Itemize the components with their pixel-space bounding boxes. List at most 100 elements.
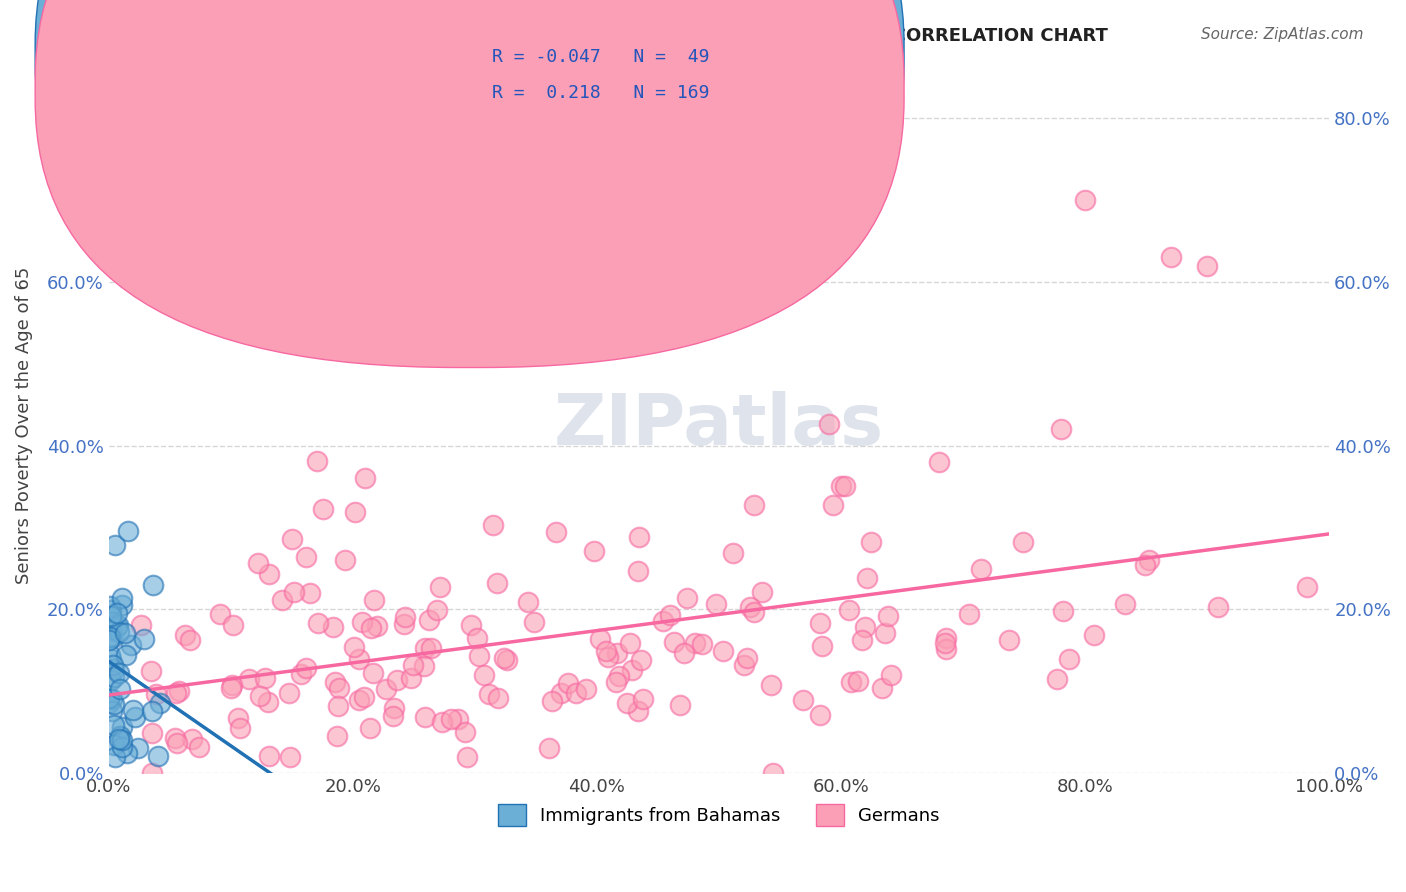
Text: IMMIGRANTS FROM BAHAMAS VS GERMAN SENIORS POVERTY OVER THE AGE OF 65 CORRELATION: IMMIGRANTS FROM BAHAMAS VS GERMAN SENIOR…	[42, 27, 1108, 45]
Point	[108, 729, 131, 743]
Point	[823, 498, 845, 512]
Point	[100, 608, 122, 623]
Point	[851, 633, 873, 648]
Text: R =  0.218   N = 169: R = 0.218 N = 169	[492, 84, 710, 102]
Point	[1160, 251, 1182, 265]
Point	[628, 530, 651, 544]
Point	[141, 765, 163, 780]
Point	[146, 748, 169, 763]
Point	[740, 600, 762, 615]
Point	[1114, 597, 1136, 611]
Point	[575, 682, 598, 697]
Point	[402, 657, 425, 672]
Point	[221, 678, 243, 692]
Point	[880, 668, 903, 682]
Point	[935, 641, 957, 656]
Point	[343, 640, 366, 654]
Point	[957, 607, 980, 622]
Point	[103, 718, 125, 732]
Point	[328, 681, 350, 695]
Point	[229, 721, 252, 735]
Point	[278, 686, 301, 700]
Point	[651, 614, 673, 628]
Point	[418, 613, 440, 627]
Point	[472, 668, 495, 682]
Point	[117, 524, 139, 539]
Point	[675, 591, 697, 605]
Point	[1197, 259, 1219, 273]
Point	[344, 505, 367, 519]
Point	[278, 750, 301, 764]
Point	[110, 681, 132, 696]
Point	[333, 553, 356, 567]
Point	[454, 725, 477, 739]
Point	[550, 686, 572, 700]
Point	[103, 670, 125, 684]
Point	[595, 644, 617, 658]
Point	[1296, 580, 1319, 594]
Point	[1206, 600, 1229, 615]
Point	[870, 681, 893, 696]
Point	[846, 674, 869, 689]
Point	[621, 664, 644, 678]
Point	[221, 681, 243, 696]
Point	[209, 607, 232, 621]
Point	[295, 661, 318, 675]
Point	[557, 676, 579, 690]
Point	[1137, 553, 1160, 567]
Point	[873, 625, 896, 640]
Point	[792, 693, 814, 707]
Point	[934, 635, 956, 649]
Point	[419, 641, 441, 656]
Point	[496, 652, 519, 666]
Point	[100, 704, 122, 718]
Point	[627, 704, 650, 718]
Point	[605, 675, 627, 690]
Point	[683, 636, 706, 650]
Point	[762, 765, 785, 780]
Legend: Immigrants from Bahamas, Germans: Immigrants from Bahamas, Germans	[491, 797, 946, 833]
Point	[751, 585, 773, 599]
Point	[619, 636, 641, 650]
Point	[98, 648, 121, 662]
Point	[616, 697, 638, 711]
Point	[129, 617, 152, 632]
Point	[468, 649, 491, 664]
Point	[935, 632, 957, 646]
Point	[733, 657, 755, 672]
Point	[107, 617, 129, 632]
Point	[124, 710, 146, 724]
Point	[439, 712, 461, 726]
Point	[100, 624, 122, 638]
Point	[114, 626, 136, 640]
Point	[478, 687, 501, 701]
Point	[163, 731, 186, 745]
Point	[141, 664, 163, 678]
Text: Source: ZipAtlas.com: Source: ZipAtlas.com	[1201, 27, 1364, 42]
Point	[111, 599, 134, 613]
Point	[115, 746, 138, 760]
Point	[141, 726, 163, 740]
Point	[283, 584, 305, 599]
Point	[485, 575, 508, 590]
Point	[465, 631, 488, 645]
Point	[141, 704, 163, 718]
Point	[257, 749, 280, 764]
Point	[817, 417, 839, 431]
Point	[385, 673, 408, 688]
Point	[253, 672, 276, 686]
Point	[876, 609, 898, 624]
Point	[145, 687, 167, 701]
Point	[290, 667, 312, 681]
Point	[1052, 604, 1074, 618]
Point	[928, 455, 950, 469]
Point	[188, 740, 211, 755]
Point	[582, 543, 605, 558]
Point	[104, 538, 127, 552]
Point	[538, 740, 561, 755]
Text: ZIPatlas: ZIPatlas	[554, 391, 884, 459]
Point	[360, 621, 382, 635]
Point	[101, 658, 124, 673]
Point	[101, 631, 124, 645]
Point	[257, 566, 280, 581]
